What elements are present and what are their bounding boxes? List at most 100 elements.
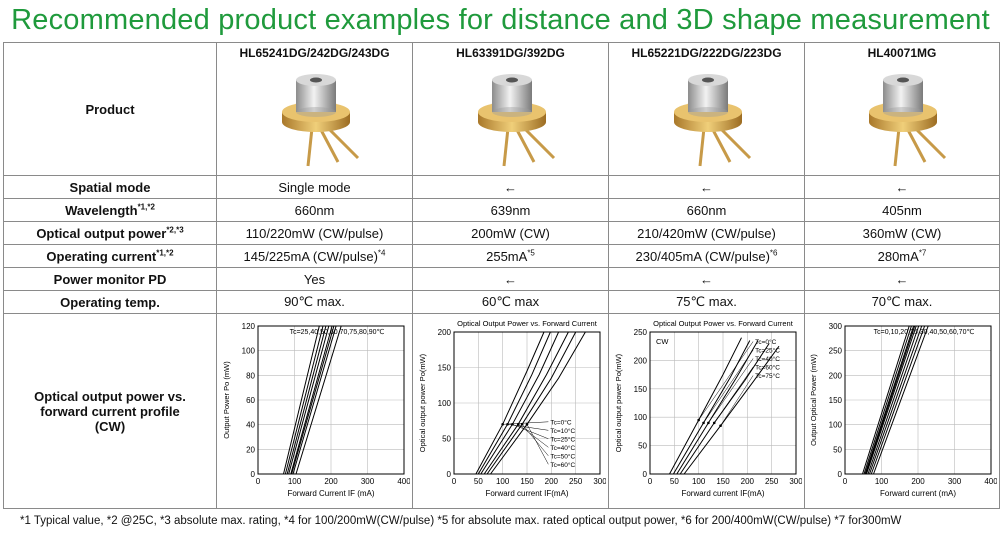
cell-value: Yes: [216, 267, 413, 291]
row-optical-output: Optical output power*2,*3 110/220mW (CW/…: [3, 221, 1000, 245]
chart-cell: Optical Output Power vs. Forward Current…: [412, 313, 609, 509]
series-line: [863, 325, 912, 474]
product-name: HL63391DG/392DG: [456, 45, 565, 60]
x-tick-label: 250: [764, 477, 778, 486]
y-tick-label: 50: [442, 434, 451, 443]
data-point: [696, 418, 700, 421]
y-axis-label: Output Power Po (mW): [222, 360, 231, 438]
row-operating-temp: Operating temp. 90℃ max. 60℃ max 75℃ max…: [3, 290, 1000, 314]
x-tick-label: 400: [984, 477, 997, 486]
x-tick-label: 200: [911, 477, 925, 486]
y-tick-label: 200: [437, 328, 451, 337]
y-axis-label: Optical output power Po(mW): [614, 353, 623, 452]
product-spec-table: Product HL65241DG/242DG/243DG HL63391DG/…: [3, 42, 1000, 509]
x-tick-label: 250: [568, 477, 582, 486]
y-tick-label: 150: [633, 384, 647, 393]
cell-value: 110/220mW (CW/pulse): [216, 221, 413, 245]
chart-title: Optical Output Power vs. Forward Current: [457, 319, 598, 328]
legend-leader: [511, 423, 548, 439]
laser-diode-image: [837, 62, 967, 175]
data-point: [701, 421, 705, 424]
cell-value: 360mW (CW): [804, 221, 1000, 245]
series-line: [668, 336, 742, 474]
cell-value: 255mA*5: [412, 244, 609, 268]
legend-leader: [697, 340, 753, 420]
product-cell: HL40071MG: [804, 42, 1000, 176]
x-axis-label: Forward current (mA): [880, 489, 956, 498]
cell-value: ←: [608, 267, 805, 291]
series-line: [866, 325, 917, 474]
y-tick-label: 50: [638, 441, 647, 450]
x-tick-label: 300: [789, 477, 802, 486]
plot-frame: [257, 325, 404, 474]
legend-leader: [713, 366, 753, 423]
series-line: [290, 325, 334, 474]
chart-profile-2: Optical Output Power vs. Forward Current…: [418, 319, 607, 498]
x-tick-label: 100: [691, 477, 705, 486]
plot-frame: [453, 331, 600, 474]
legend-leader: [707, 357, 753, 423]
data-point: [500, 422, 504, 426]
x-axis-label: Forward current IF(mA): [485, 489, 568, 498]
y-tick-label: 0: [642, 470, 647, 479]
chart-cell: Optical Output Power vs. Forward Current…: [608, 313, 805, 509]
legend-label: Tc=25°C: [755, 346, 780, 354]
y-tick-label: 20: [246, 445, 255, 454]
legend-label: Tc=60°C: [755, 363, 780, 371]
y-tick-label: 50: [833, 445, 842, 454]
row-operating-current: Operating current*1,*2 145/225mA (CW/pul…: [3, 244, 1000, 268]
series-line: [287, 325, 329, 474]
series-line: [479, 331, 559, 474]
legend-text: Tc=25,40,50,60,70,75,80,90℃: [289, 329, 384, 336]
row-power-monitor: Power monitor PD Yes ← ← ←: [3, 267, 1000, 291]
y-tick-label: 100: [241, 346, 255, 355]
legend-label: Tc=0°C: [755, 338, 777, 346]
laser-diode-image: [250, 62, 380, 175]
data-point: [505, 422, 509, 426]
y-tick-label: 60: [246, 396, 255, 405]
legend-label: Tc=40°C: [755, 355, 780, 363]
row-label-operating-current: Operating current*1,*2: [3, 244, 217, 268]
data-point: [510, 422, 514, 426]
series-line: [867, 325, 920, 474]
plot-frame: [844, 325, 992, 474]
series-line: [289, 325, 333, 474]
y-tick-label: 80: [246, 371, 255, 380]
plot-frame: [649, 331, 796, 474]
x-tick-label: 0: [451, 477, 456, 486]
y-tick-label: 100: [829, 420, 843, 429]
row-label-power-monitor: Power monitor PD: [3, 267, 217, 291]
y-tick-label: 150: [437, 363, 451, 372]
product-cell: HL65221DG/222DG/223DG: [608, 42, 805, 176]
row-wavelength: Wavelength*1,*2 660nm 639nm 660nm 405nm: [3, 198, 1000, 222]
series-line: [683, 345, 779, 474]
series-line: [474, 331, 544, 474]
x-tick-label: 300: [948, 477, 962, 486]
y-tick-label: 200: [829, 371, 843, 380]
x-tick-label: 200: [544, 477, 558, 486]
x-tick-label: 300: [360, 477, 374, 486]
legend-label: Tc=75°C: [755, 372, 780, 380]
x-tick-label: 200: [324, 477, 338, 486]
series-line: [865, 325, 916, 474]
cell-value: ←: [608, 175, 805, 199]
series-line: [862, 325, 910, 474]
legend-leader: [506, 423, 548, 431]
series-line: [295, 325, 342, 474]
y-tick-label: 250: [633, 328, 647, 337]
series-line: [870, 325, 926, 474]
x-tick-label: 100: [495, 477, 509, 486]
row-label-operating-temp: Operating temp.: [3, 290, 217, 314]
data-point: [516, 422, 520, 426]
chart-profile-1: 0 100 200 300 400 0 20 40 60 80 100 120 Forward Curr…: [222, 322, 411, 498]
x-tick-label: 50: [473, 477, 482, 486]
product-name: HL40071MG: [867, 45, 937, 60]
data-point: [706, 421, 710, 424]
series-line: [286, 325, 326, 474]
data-point: [712, 421, 716, 424]
row-profile: Optical output power vs. forward current…: [3, 313, 1000, 509]
x-tick-label: 0: [255, 477, 260, 486]
data-point: [520, 422, 523, 426]
cell-value: ←: [804, 267, 1000, 291]
x-tick-label: 150: [520, 477, 534, 486]
